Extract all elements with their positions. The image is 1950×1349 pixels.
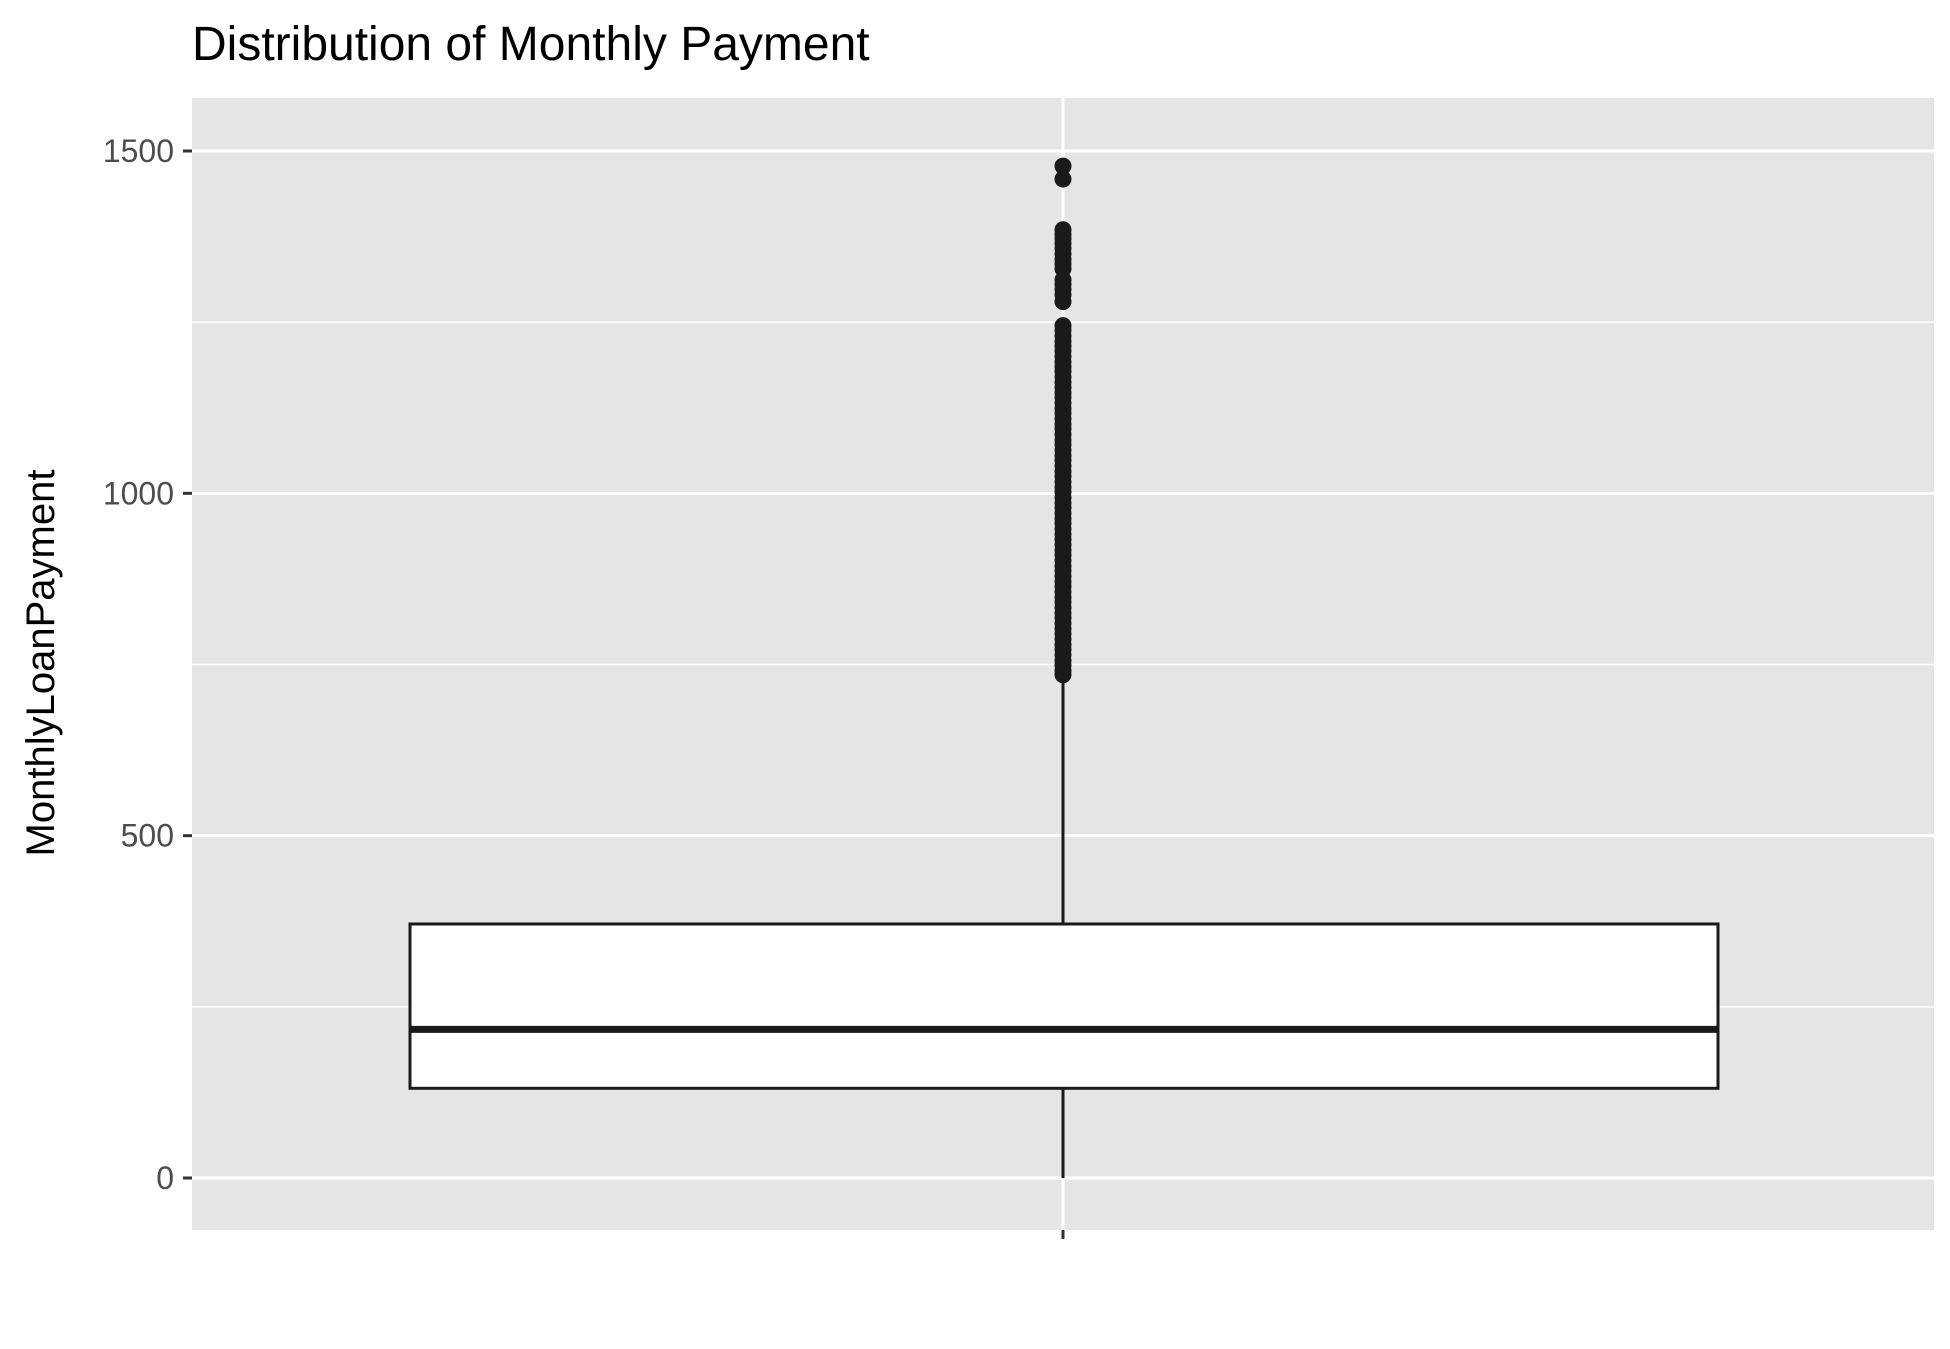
outlier-point (1054, 157, 1072, 175)
outlier-point (1054, 170, 1072, 188)
y-tick-label: 0 (156, 1160, 174, 1196)
outlier-point (1054, 293, 1072, 311)
y-axis: 0 500 1000 1500 (103, 133, 192, 1196)
y-axis-title: MonthlyLoanPayment (19, 470, 63, 857)
outlier-points (1054, 157, 1072, 684)
y-tick-label: 1500 (103, 133, 174, 169)
y-tick-label: 500 (121, 818, 174, 854)
chart-title: Distribution of Monthly Payment (192, 18, 870, 71)
y-tick-label: 1000 (103, 475, 174, 511)
box-iqr (408, 922, 1720, 1090)
outlier-point (1054, 666, 1072, 684)
box-layer (408, 678, 1720, 1178)
